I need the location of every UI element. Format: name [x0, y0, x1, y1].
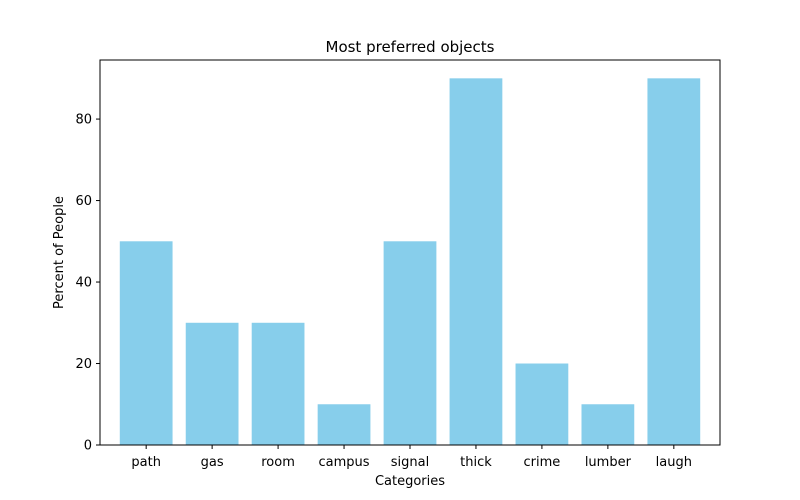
bar-lumber	[581, 404, 635, 445]
y-tick-label-60: 60	[75, 194, 92, 209]
y-axis-label: Percent of People	[52, 196, 67, 309]
ticks-layer: path gas room campus signal thick crime lumber l…	[75, 113, 692, 470]
x-tick-label-laugh: laugh	[656, 455, 692, 470]
bar-room	[251, 322, 305, 445]
x-tick-label-campus: campus	[319, 455, 370, 470]
bar-signal	[383, 241, 437, 445]
x-tick-label-lumber: lumber	[585, 455, 632, 470]
bar-path	[119, 241, 173, 445]
y-tick-label-0: 0	[84, 439, 92, 454]
plot-frame	[99, 59, 721, 446]
bar-campus	[317, 404, 371, 445]
y-tick-label-20: 20	[75, 357, 92, 372]
y-tick-label-80: 80	[75, 113, 92, 128]
x-tick-label-path: path	[131, 455, 161, 470]
bars-layer	[119, 78, 701, 445]
y-tick-label-40: 40	[75, 276, 92, 291]
x-tick-label-signal: signal	[391, 455, 429, 470]
chart-title: Most preferred objects	[326, 38, 495, 56]
x-tick-label-crime: crime	[524, 455, 561, 470]
bar-gas	[185, 322, 239, 445]
x-tick-label-room: room	[261, 455, 295, 470]
bar-thick	[449, 78, 503, 445]
bar-laugh	[647, 78, 701, 445]
x-tick-label-thick: thick	[460, 455, 492, 470]
bar-crime	[515, 363, 569, 445]
x-axis-label: Categories	[375, 474, 445, 489]
x-tick-label-gas: gas	[201, 455, 224, 470]
